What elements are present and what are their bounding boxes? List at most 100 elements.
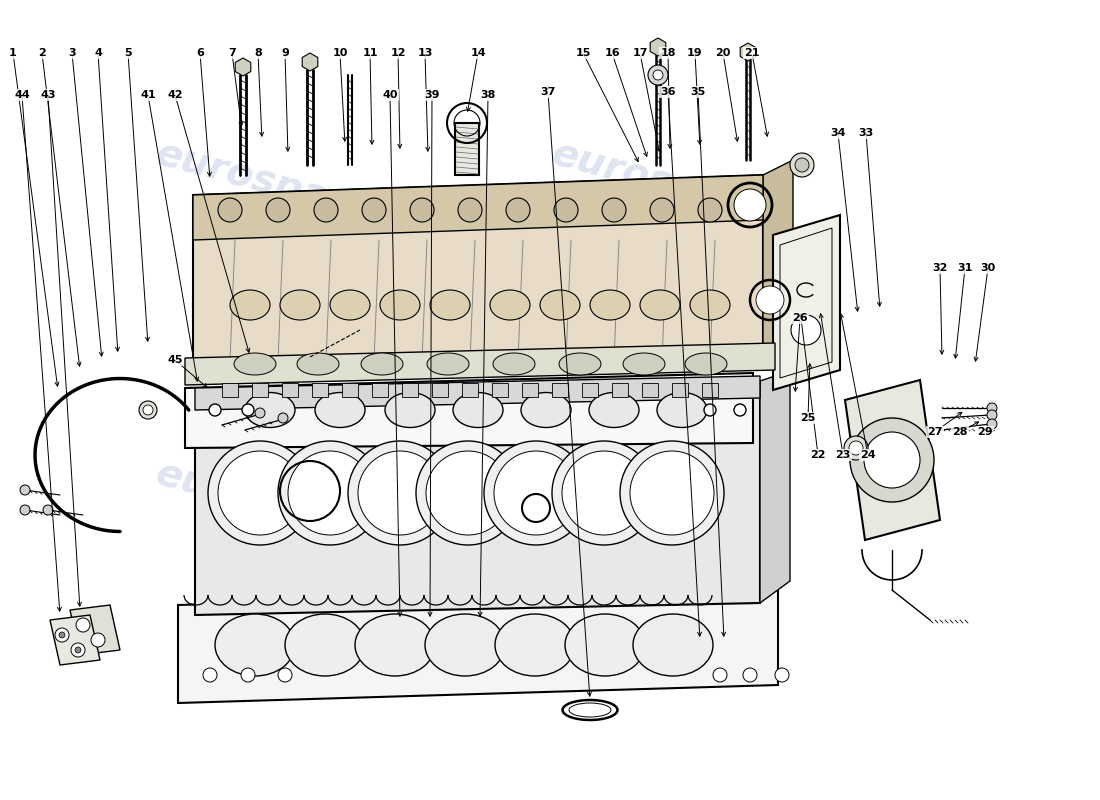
Ellipse shape	[588, 393, 639, 427]
Text: 5: 5	[124, 48, 132, 58]
Text: 18: 18	[660, 48, 675, 58]
Bar	[522, 383, 538, 397]
Text: 9: 9	[282, 48, 289, 58]
Circle shape	[734, 189, 766, 221]
Text: 36: 36	[660, 87, 675, 97]
Text: 32: 32	[933, 263, 948, 273]
Text: 41: 41	[140, 90, 156, 100]
Circle shape	[506, 198, 530, 222]
Circle shape	[653, 70, 663, 80]
Ellipse shape	[427, 353, 469, 375]
Polygon shape	[178, 587, 778, 703]
Ellipse shape	[379, 290, 420, 320]
Text: 45: 45	[167, 355, 183, 365]
Circle shape	[209, 404, 221, 416]
Circle shape	[278, 413, 288, 423]
Circle shape	[704, 404, 716, 416]
Circle shape	[314, 198, 338, 222]
Text: 15: 15	[575, 48, 591, 58]
Text: 35: 35	[691, 87, 705, 97]
Circle shape	[552, 441, 656, 545]
Circle shape	[484, 441, 588, 545]
Ellipse shape	[430, 290, 470, 320]
Bar	[455, 123, 478, 175]
Polygon shape	[845, 380, 940, 540]
Bar	[582, 383, 598, 397]
Bar	[642, 383, 658, 397]
Polygon shape	[50, 615, 100, 665]
Circle shape	[650, 198, 674, 222]
Bar	[252, 383, 268, 397]
Circle shape	[791, 315, 821, 345]
Text: eurospa: eurospa	[548, 454, 728, 538]
Text: 23: 23	[835, 450, 850, 460]
Polygon shape	[185, 373, 754, 448]
Circle shape	[204, 668, 217, 682]
Text: 2: 2	[39, 48, 46, 58]
Text: 8: 8	[254, 48, 262, 58]
Text: 11: 11	[362, 48, 377, 58]
Circle shape	[756, 286, 784, 314]
Circle shape	[255, 408, 265, 418]
Ellipse shape	[234, 353, 276, 375]
Text: 4: 4	[95, 48, 102, 58]
Ellipse shape	[590, 290, 630, 320]
Text: 27: 27	[927, 427, 943, 437]
Ellipse shape	[559, 353, 601, 375]
Ellipse shape	[685, 353, 727, 375]
Polygon shape	[192, 175, 763, 375]
Ellipse shape	[521, 393, 571, 427]
Circle shape	[630, 451, 714, 535]
Ellipse shape	[632, 614, 713, 676]
Ellipse shape	[690, 290, 730, 320]
Circle shape	[242, 404, 254, 416]
Circle shape	[76, 618, 90, 632]
Text: 3: 3	[68, 48, 76, 58]
Bar	[402, 383, 418, 397]
Text: 17: 17	[632, 48, 648, 58]
Ellipse shape	[425, 614, 505, 676]
Polygon shape	[70, 605, 120, 655]
Text: 33: 33	[858, 128, 873, 138]
Text: 21: 21	[745, 48, 760, 58]
Polygon shape	[195, 381, 760, 615]
Text: 13: 13	[417, 48, 432, 58]
Text: 20: 20	[715, 48, 730, 58]
Circle shape	[562, 451, 646, 535]
Ellipse shape	[640, 290, 680, 320]
Bar	[282, 383, 298, 397]
Circle shape	[72, 643, 85, 657]
Text: 31: 31	[957, 263, 972, 273]
Text: 44: 44	[14, 90, 30, 100]
Circle shape	[218, 451, 302, 535]
Polygon shape	[760, 371, 790, 603]
Circle shape	[987, 403, 997, 413]
Circle shape	[139, 401, 157, 419]
Text: 34: 34	[830, 128, 846, 138]
Text: eurospa: eurospa	[548, 134, 728, 218]
Bar	[462, 383, 478, 397]
Circle shape	[410, 198, 435, 222]
Circle shape	[850, 418, 934, 502]
Circle shape	[790, 153, 814, 177]
Text: 37: 37	[540, 87, 556, 97]
Bar	[612, 383, 628, 397]
Ellipse shape	[569, 703, 611, 717]
Circle shape	[795, 158, 808, 172]
Circle shape	[75, 647, 81, 653]
Ellipse shape	[214, 614, 295, 676]
Text: 28: 28	[953, 427, 968, 437]
Circle shape	[59, 632, 65, 638]
Circle shape	[143, 405, 153, 415]
Ellipse shape	[540, 290, 580, 320]
Circle shape	[849, 441, 864, 455]
Circle shape	[358, 451, 442, 535]
Circle shape	[218, 198, 242, 222]
Polygon shape	[195, 376, 760, 410]
Text: eurospa: eurospa	[152, 454, 332, 538]
Ellipse shape	[355, 614, 434, 676]
Circle shape	[348, 441, 452, 545]
Ellipse shape	[245, 393, 295, 427]
Ellipse shape	[385, 393, 435, 427]
Text: 10: 10	[332, 48, 348, 58]
